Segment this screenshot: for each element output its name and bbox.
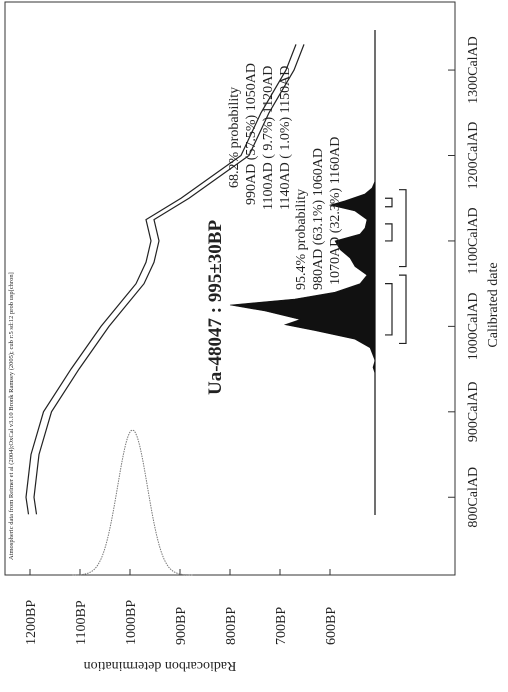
y-tick-label: 1100BP	[74, 600, 89, 645]
range-bracket	[385, 197, 393, 208]
y-tick-label: 900BP	[174, 607, 189, 645]
range-text: 1070AD (32.3%) 1160AD	[328, 137, 343, 285]
calibration-curve	[25, 44, 297, 515]
calibrated-distribution	[229, 180, 376, 412]
y-tick-label: 700BP	[274, 607, 289, 645]
x-tick-label: 1000CalAD	[466, 293, 481, 361]
y-axis-label: Radiocarbon determination	[84, 658, 237, 673]
range-bracket	[399, 189, 407, 268]
range-text: 1140AD ( 1.0%) 1150AD	[278, 66, 293, 210]
range-level: 95.4% probability	[294, 189, 309, 290]
range-bracket	[385, 223, 393, 242]
measurement-curve	[72, 429, 193, 576]
y-tick-label: 1200BP	[24, 600, 39, 645]
x-axis-label: Calibrated date	[486, 262, 501, 347]
range-text: 980AD (63.1%) 1060AD	[311, 148, 326, 290]
range-text: 990AD (57.5%) 1050AD	[244, 63, 259, 205]
range-text: 1100AD ( 9.7%) 1120AD	[261, 66, 276, 210]
x-tick-label: 1300CalAD	[466, 36, 481, 104]
range-bracket	[399, 274, 407, 345]
range-bracket	[385, 283, 393, 336]
x-tick-label: 1100CalAD	[466, 207, 481, 274]
chart-title: Ua-48047 : 995±30BP	[205, 220, 226, 395]
x-tick-label: 900CalAD	[466, 381, 481, 442]
y-tick-label: 800BP	[224, 607, 239, 645]
range-level: 68.2% probability	[227, 87, 242, 188]
y-tick-label: 1000BP	[124, 600, 139, 645]
calibration-curve	[33, 44, 305, 515]
x-tick-label: 1200CalAD	[466, 122, 481, 190]
x-tick-label: 800CalAD	[466, 467, 481, 528]
y-tick-label: 600BP	[324, 607, 339, 645]
header-note: Atmospheric data from Reimer et al (2004…	[8, 272, 15, 560]
